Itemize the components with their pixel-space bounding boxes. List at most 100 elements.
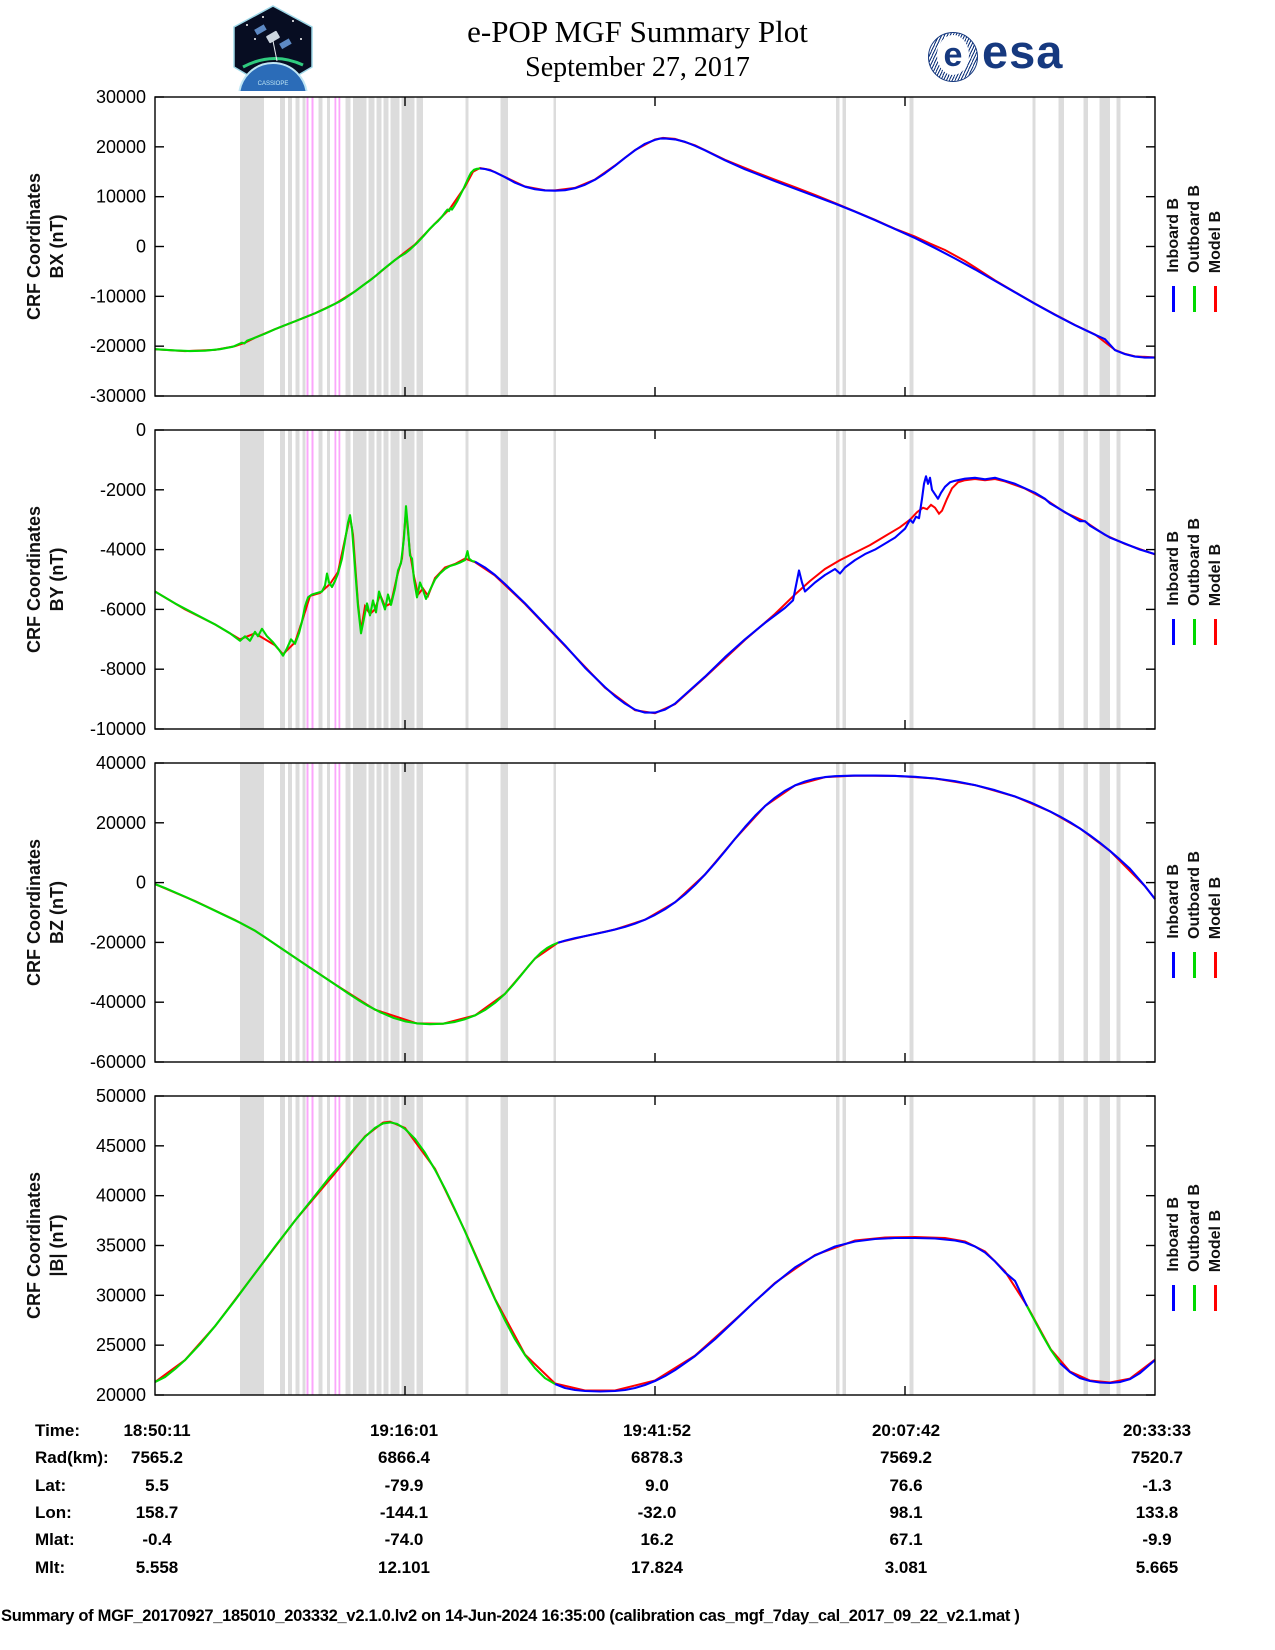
page-title: e-POP MGF Summary Plot xyxy=(467,14,808,49)
event-marker-line xyxy=(338,1096,341,1395)
data-gap-band xyxy=(368,430,375,729)
data-gap-band xyxy=(383,97,389,396)
data-gap-band xyxy=(553,430,556,729)
table-cell: 20:33:33 xyxy=(1122,1421,1192,1440)
data-gap-band xyxy=(836,430,840,729)
panel-by: 0 -2000 -4000 -6000 -8000 -10000 CRF Coordinat… xyxy=(24,420,1156,739)
table-row-label: Mlat: xyxy=(35,1530,75,1550)
table-cell: -144.1 xyxy=(379,1502,429,1522)
y-tick-label: 40000 xyxy=(96,753,146,773)
y-tick-label: -10000 xyxy=(90,286,146,306)
data-gap-band xyxy=(295,763,300,1062)
y-axis-label: CRF Coordinates xyxy=(24,839,44,986)
data-gap-band xyxy=(353,97,367,396)
y-tick-label: 30000 xyxy=(96,1285,146,1305)
table-cell: 7569.2 xyxy=(880,1448,932,1468)
panel-legend: Inboard B Outboard B Model B xyxy=(1163,518,1233,645)
data-gap-band xyxy=(909,1096,914,1395)
legend-label: Model B xyxy=(1207,543,1224,606)
y-tick-label: -60000 xyxy=(90,1052,146,1072)
data-gap-band xyxy=(383,1096,389,1395)
legend-label: Outboard B xyxy=(1186,518,1203,606)
data-gap-band xyxy=(1083,1096,1088,1395)
data-gap-band xyxy=(1099,1096,1110,1395)
y-tick-label: 35000 xyxy=(96,1236,146,1256)
data-gap-band xyxy=(909,97,914,396)
legend-label: Outboard B xyxy=(1186,851,1203,939)
y-axis-label: BZ (nT) xyxy=(47,881,67,944)
data-gap-band xyxy=(318,430,323,729)
event-marker-line xyxy=(311,97,314,396)
data-gap-band xyxy=(1099,763,1110,1062)
table-cell: -9.9 xyxy=(1142,1530,1172,1550)
y-tick-label: 0 xyxy=(136,873,146,893)
data-gap-band xyxy=(390,97,400,396)
data-gap-band xyxy=(368,763,375,1062)
y-tick-label: 10000 xyxy=(96,187,146,207)
legend-line-sample xyxy=(1214,619,1217,645)
legend-label: Inboard B xyxy=(1165,198,1182,273)
footer-file-summary: Summary of MGF_20170927_185010_203332_v2… xyxy=(1,1607,1020,1625)
data-gap-band xyxy=(500,763,508,1062)
data-gap-band xyxy=(909,763,914,1062)
table-cell: 20:07:42 xyxy=(871,1421,941,1440)
esa-globe-icon: e xyxy=(928,32,978,82)
data-gap-band xyxy=(553,763,556,1062)
data-gap-band xyxy=(465,763,469,1062)
data-gap-band xyxy=(553,97,556,396)
table-cell: 133.8 xyxy=(1135,1502,1179,1522)
y-axis-label: CRF Coordinates xyxy=(24,1172,44,1319)
data-gap-band xyxy=(345,97,351,396)
esa-logo-text: esa xyxy=(982,25,1064,78)
data-gap-band xyxy=(842,1096,846,1395)
y-tick-label: 25000 xyxy=(96,1335,146,1355)
data-gap-band xyxy=(240,430,264,729)
table-cell: -79.9 xyxy=(384,1475,424,1495)
y-axis-label: BY (nT) xyxy=(47,548,67,612)
data-gap-band xyxy=(1116,97,1121,396)
table-cell: -74.0 xyxy=(384,1530,424,1550)
table-row-label: Mlt: xyxy=(35,1557,66,1577)
data-gap-band xyxy=(345,430,351,729)
data-gap-band xyxy=(500,97,508,396)
panel-legend: Inboard B Outboard B Model B xyxy=(1163,851,1233,978)
panel-legend: Inboard B Outboard B Model B xyxy=(1163,185,1233,312)
panel-bz: 40000 20000 0 -20000 -40000 -60000 CRF Coordin… xyxy=(24,753,1156,1072)
data-gap-band xyxy=(318,1096,323,1395)
table-row-label: Lon: xyxy=(35,1502,72,1522)
table-cell: 6878.3 xyxy=(631,1448,683,1468)
data-gap-band xyxy=(401,763,415,1062)
data-gap-band xyxy=(353,430,367,729)
data-gap-band xyxy=(345,763,351,1062)
table-cell: 5.665 xyxy=(1135,1557,1179,1577)
data-gap-band xyxy=(302,763,306,1062)
data-gap-band xyxy=(376,1096,382,1395)
table-cell: 7565.2 xyxy=(131,1448,183,1468)
y-tick-label: 20000 xyxy=(96,1385,146,1405)
event-marker-line xyxy=(334,97,337,396)
svg-text:CASSIOPE: CASSIOPE xyxy=(258,81,289,87)
legend-label: Model B xyxy=(1207,210,1224,273)
y-tick-label: -4000 xyxy=(100,540,146,560)
panel-bx: 30000 20000 10000 0 -10000 -20000 -30000 CRF Co… xyxy=(24,87,1156,406)
legend-line-sample xyxy=(1172,952,1175,978)
event-marker-line xyxy=(311,1096,314,1395)
y-axis-label: BX (nT) xyxy=(47,215,67,279)
table-cell: 9.0 xyxy=(645,1475,669,1495)
legend-line-sample xyxy=(1172,286,1175,312)
data-gap-band xyxy=(1032,97,1036,396)
panel-b: 50000 45000 40000 35000 30000 25000 20000 CRF C… xyxy=(24,1086,1156,1405)
y-tick-label: 40000 xyxy=(96,1186,146,1206)
data-gap-band xyxy=(280,97,285,396)
legend-line-sample xyxy=(1193,952,1196,978)
y-axis-label: |B| (nT) xyxy=(47,1214,67,1276)
data-gap-band xyxy=(500,430,508,729)
y-tick-label: -40000 xyxy=(90,992,146,1012)
inboard-b-line xyxy=(554,1236,1028,1393)
table-cell: 16.2 xyxy=(640,1530,674,1550)
data-gap-band xyxy=(390,763,400,1062)
data-gap-band xyxy=(295,97,300,396)
y-axis-label: CRF Coordinates xyxy=(24,173,44,320)
data-gap-band xyxy=(1116,1096,1121,1395)
